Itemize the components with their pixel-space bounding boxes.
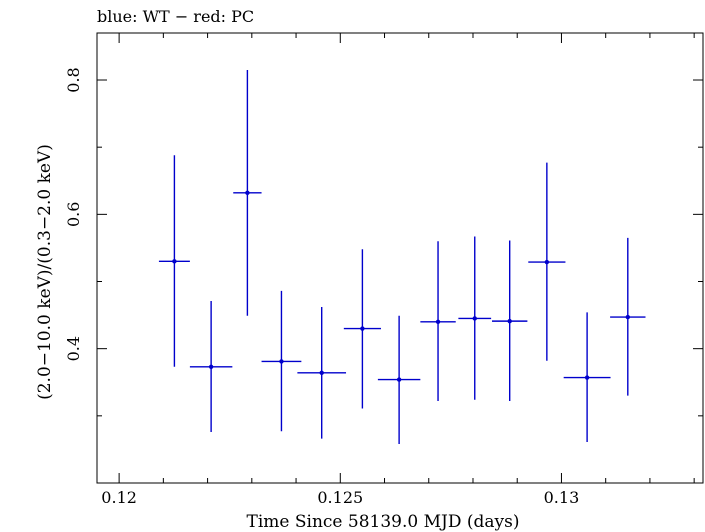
point-marker (245, 190, 250, 196)
y-tick-label: 0.6 (64, 202, 83, 227)
data-point (458, 236, 492, 400)
data-point (343, 249, 381, 409)
data-series (158, 69, 646, 445)
axis-tick-labels: 0.12 0.125 0.13 0.4 0.6 0.8 (64, 67, 579, 507)
data-point (158, 155, 190, 367)
point-marker (625, 314, 631, 320)
point-marker (208, 364, 214, 370)
x-tick-label: 0.13 (544, 488, 580, 507)
data-point (189, 300, 233, 432)
point-marker (507, 318, 512, 324)
point-marker (544, 259, 550, 265)
x-tick-label: 0.12 (101, 488, 137, 507)
point-marker (172, 259, 177, 264)
data-point (233, 69, 262, 316)
data-point (377, 315, 421, 445)
point-marker (435, 319, 441, 325)
data-point (297, 307, 347, 439)
axis-ticks (97, 33, 703, 484)
plot-frame (96, 32, 704, 484)
data-point (420, 241, 456, 402)
data-point (528, 162, 566, 361)
point-marker (396, 377, 402, 382)
y-axis-label: (2.0−10.0 keV)/(0.3−2.0 keV) (35, 144, 55, 400)
data-point (492, 240, 528, 402)
point-marker (584, 375, 590, 380)
y-tick-label: 0.4 (64, 336, 83, 361)
x-tick-label: 0.125 (317, 488, 363, 507)
data-point (610, 237, 646, 396)
point-marker (360, 326, 365, 331)
x-axis-label: Time Since 58139.0 MJD (days) (247, 512, 520, 532)
point-marker (319, 370, 324, 376)
y-tick-label: 0.8 (64, 67, 83, 92)
point-marker (279, 359, 284, 364)
point-marker (472, 316, 477, 321)
data-point (563, 312, 611, 443)
data-point (261, 290, 302, 432)
chart-title: blue: WT − red: PC (97, 7, 254, 26)
